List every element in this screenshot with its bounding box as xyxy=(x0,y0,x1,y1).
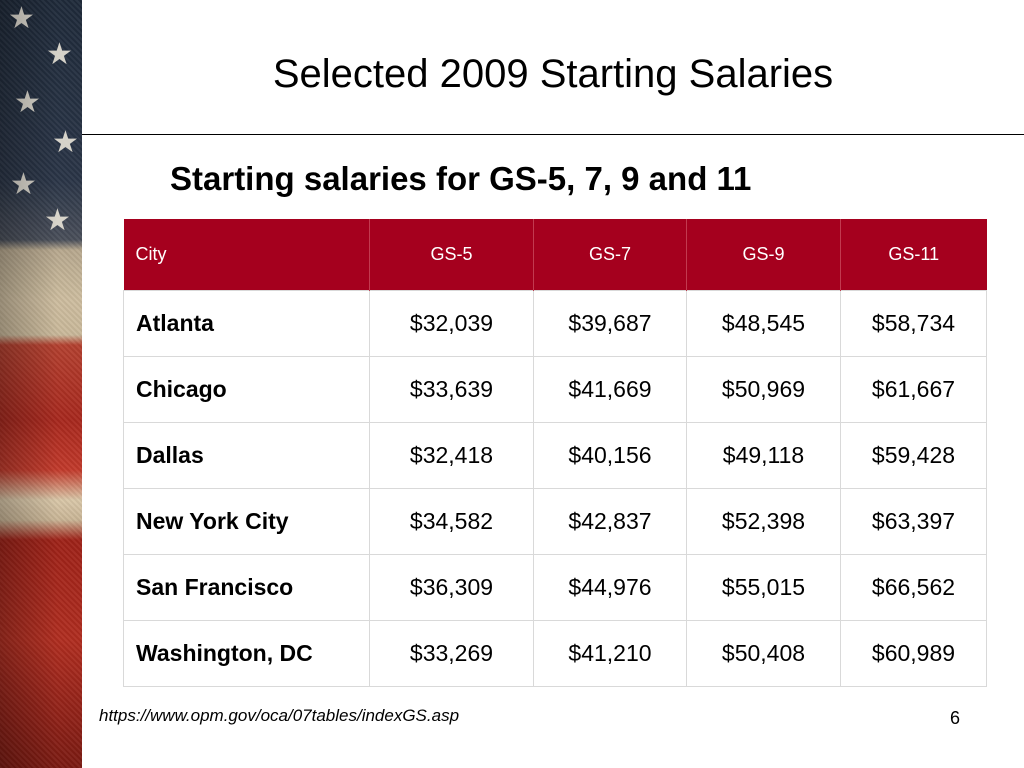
salary-cell: $60,989 xyxy=(840,620,987,687)
source-link[interactable]: https://www.opm.gov/oca/07tables/indexGS… xyxy=(99,706,460,725)
salary-cell: $50,969 xyxy=(686,356,841,423)
slide-subtitle: Starting salaries for GS-5, 7, 9 and 11 xyxy=(170,160,752,197)
table-row: Washington, DC $33,269 $41,210 $50,408 $… xyxy=(123,620,987,687)
salary-cell: $50,408 xyxy=(686,620,841,687)
star-icon: ★ xyxy=(14,88,41,118)
star-icon: ★ xyxy=(10,170,37,200)
salary-cell: $33,639 xyxy=(369,356,534,423)
star-icon: ★ xyxy=(44,206,71,236)
star-icon: ★ xyxy=(52,128,79,158)
table-header-row: City GS-5 GS-7 GS-9 GS-11 xyxy=(123,219,987,291)
star-icon: ★ xyxy=(8,4,35,34)
column-header-gs9: GS-9 xyxy=(686,219,841,291)
salary-cell: $44,976 xyxy=(533,554,687,621)
table-row: Atlanta $32,039 $39,687 $48,545 $58,734 xyxy=(123,290,987,357)
salary-cell: $58,734 xyxy=(840,290,987,357)
table-row: Chicago $33,639 $41,669 $50,969 $61,667 xyxy=(123,356,987,423)
table-row: New York City $34,582 $42,837 $52,398 $6… xyxy=(123,488,987,555)
salary-cell: $52,398 xyxy=(686,488,841,555)
table-row: San Francisco $36,309 $44,976 $55,015 $6… xyxy=(123,554,987,621)
city-cell: Dallas xyxy=(123,422,370,489)
american-flag-image: ★ ★ ★ ★ ★ ★ xyxy=(0,0,82,768)
salary-cell: $33,269 xyxy=(369,620,534,687)
salary-cell: $41,210 xyxy=(533,620,687,687)
column-header-gs11: GS-11 xyxy=(840,219,987,291)
salary-cell: $32,039 xyxy=(369,290,534,357)
salary-cell: $39,687 xyxy=(533,290,687,357)
salary-cell: $41,669 xyxy=(533,356,687,423)
page-number: 6 xyxy=(950,708,961,728)
salary-cell: $48,545 xyxy=(686,290,841,357)
flag-texture xyxy=(0,0,82,768)
city-cell: Atlanta xyxy=(123,290,370,357)
salary-cell: $61,667 xyxy=(840,356,987,423)
title-divider xyxy=(82,134,1024,135)
salary-cell: $34,582 xyxy=(369,488,534,555)
column-header-gs7: GS-7 xyxy=(533,219,687,291)
salary-cell: $49,118 xyxy=(686,422,841,489)
flag-shadow xyxy=(0,0,82,768)
city-cell: Chicago xyxy=(123,356,370,423)
city-cell: Washington, DC xyxy=(123,620,370,687)
salary-table: City GS-5 GS-7 GS-9 GS-11 Atlanta $32,03… xyxy=(123,219,987,687)
salary-cell: $42,837 xyxy=(533,488,687,555)
salary-cell: $66,562 xyxy=(840,554,987,621)
column-header-city: City xyxy=(123,219,370,291)
city-cell: San Francisco xyxy=(123,554,370,621)
salary-cell: $55,015 xyxy=(686,554,841,621)
city-cell: New York City xyxy=(123,488,370,555)
salary-cell: $36,309 xyxy=(369,554,534,621)
column-header-gs5: GS-5 xyxy=(369,219,534,291)
salary-cell: $59,428 xyxy=(840,422,987,489)
star-icon: ★ xyxy=(46,40,73,70)
slide-title: Selected 2009 Starting Salaries xyxy=(272,52,834,96)
salary-cell: $63,397 xyxy=(840,488,987,555)
salary-cell: $40,156 xyxy=(533,422,687,489)
salary-cell: $32,418 xyxy=(369,422,534,489)
table-row: Dallas $32,418 $40,156 $49,118 $59,428 xyxy=(123,422,987,489)
